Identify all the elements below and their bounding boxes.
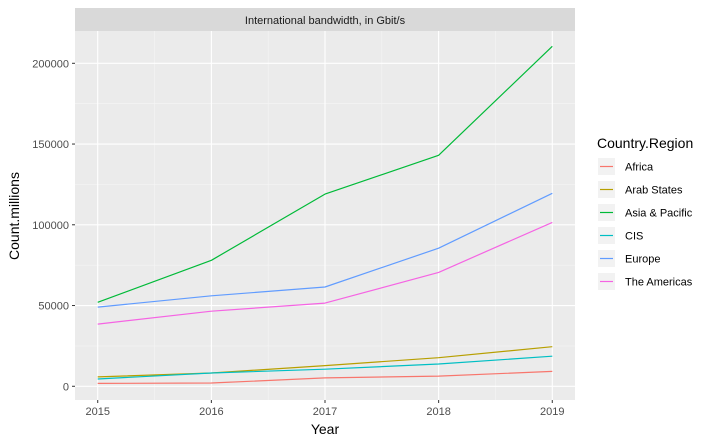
x-tick-label: 2019 (540, 406, 564, 418)
series-line-africa (97, 370, 553, 384)
series-line-asia-pacific (97, 45, 553, 303)
legend-title: Country.Region (597, 135, 693, 151)
y-tick-label: 50000 (38, 301, 69, 313)
legend-label: CIS (625, 231, 643, 243)
y-axis-title: Count.millions (6, 172, 22, 260)
legend-label: The Americas (625, 277, 693, 289)
series-lines (97, 45, 553, 384)
series-line-europe (97, 192, 553, 308)
series-line-cis (97, 355, 553, 380)
x-tick-label: 2018 (426, 406, 450, 418)
x-tick-label: 2017 (313, 406, 337, 418)
x-axis-title: Year (311, 421, 340, 437)
y-tick-label: 0 (63, 381, 69, 393)
y-tick-label: 200000 (32, 58, 69, 70)
grid-major (75, 31, 575, 400)
x-tick-label: 2015 (85, 406, 109, 418)
legend-label: Arab States (625, 185, 683, 197)
facet-title: International bandwidth, in Gbit/s (245, 15, 406, 27)
facet-strip (75, 8, 575, 31)
x-axis: 2015 2016 2017 2018 2019 (85, 400, 565, 418)
legend-label: Europe (625, 254, 660, 266)
x-tick-label: 2016 (199, 406, 223, 418)
legend-label: Africa (625, 162, 654, 174)
series-line-the-americas (97, 221, 553, 325)
y-axis: 0 50000 100000 150000 200000 (32, 58, 75, 393)
legend-label: Asia & Pacific (625, 208, 693, 220)
y-tick-label: 150000 (32, 139, 69, 151)
legend: Country.Region Africa Arab States Asia & P… (597, 135, 693, 290)
series-line-arab-states (97, 346, 553, 378)
y-tick-label: 100000 (32, 220, 69, 232)
